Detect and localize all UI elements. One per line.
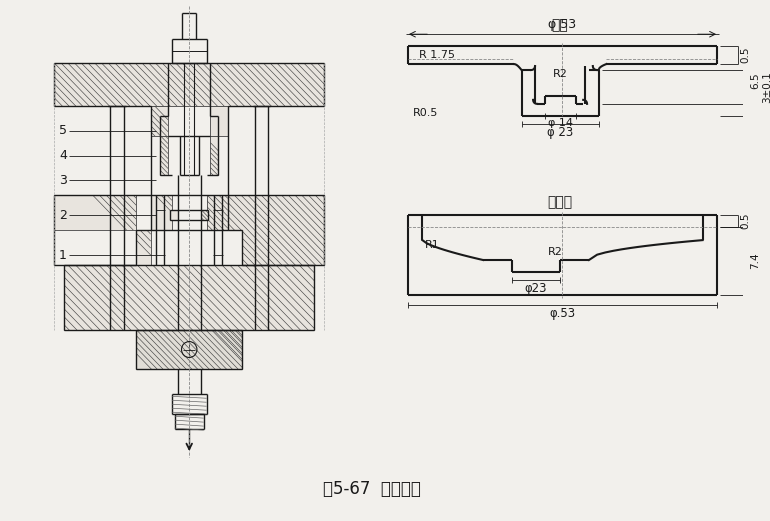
Text: R2: R2 <box>548 247 563 257</box>
Polygon shape <box>228 195 324 265</box>
Text: 0.5: 0.5 <box>740 47 750 64</box>
Text: R1: R1 <box>425 240 440 250</box>
Text: 4: 4 <box>59 149 67 162</box>
Text: R 1.75: R 1.75 <box>420 50 455 60</box>
Text: 6.5: 6.5 <box>750 72 760 89</box>
Text: φ23: φ23 <box>525 282 547 295</box>
Text: 毛坯图: 毛坯图 <box>547 195 573 209</box>
Text: 图5-67  反拉伸模: 图5-67 反拉伸模 <box>323 480 421 498</box>
Text: 2: 2 <box>59 209 67 222</box>
Polygon shape <box>206 195 228 230</box>
Polygon shape <box>170 210 178 220</box>
Text: 制件: 制件 <box>552 18 568 32</box>
Polygon shape <box>136 330 243 369</box>
Text: 3: 3 <box>59 174 67 187</box>
Text: φ 53: φ 53 <box>548 18 577 31</box>
Text: R2: R2 <box>553 69 567 79</box>
Text: φ 23: φ 23 <box>547 126 573 139</box>
Text: φ.53: φ.53 <box>550 307 575 320</box>
Polygon shape <box>151 106 168 135</box>
Polygon shape <box>210 106 228 135</box>
Polygon shape <box>160 135 168 176</box>
Polygon shape <box>64 265 314 330</box>
Text: φ 14: φ 14 <box>547 118 573 128</box>
Text: 1: 1 <box>59 249 67 262</box>
Text: 0.5: 0.5 <box>740 213 750 229</box>
Text: R0.5: R0.5 <box>413 108 438 118</box>
Polygon shape <box>151 195 172 230</box>
Text: 3±0.1: 3±0.1 <box>762 71 770 103</box>
Polygon shape <box>210 135 218 176</box>
Polygon shape <box>55 63 324 106</box>
Text: 5: 5 <box>59 124 67 137</box>
Polygon shape <box>55 195 151 265</box>
Polygon shape <box>201 210 209 220</box>
Text: 7.4: 7.4 <box>750 253 760 269</box>
